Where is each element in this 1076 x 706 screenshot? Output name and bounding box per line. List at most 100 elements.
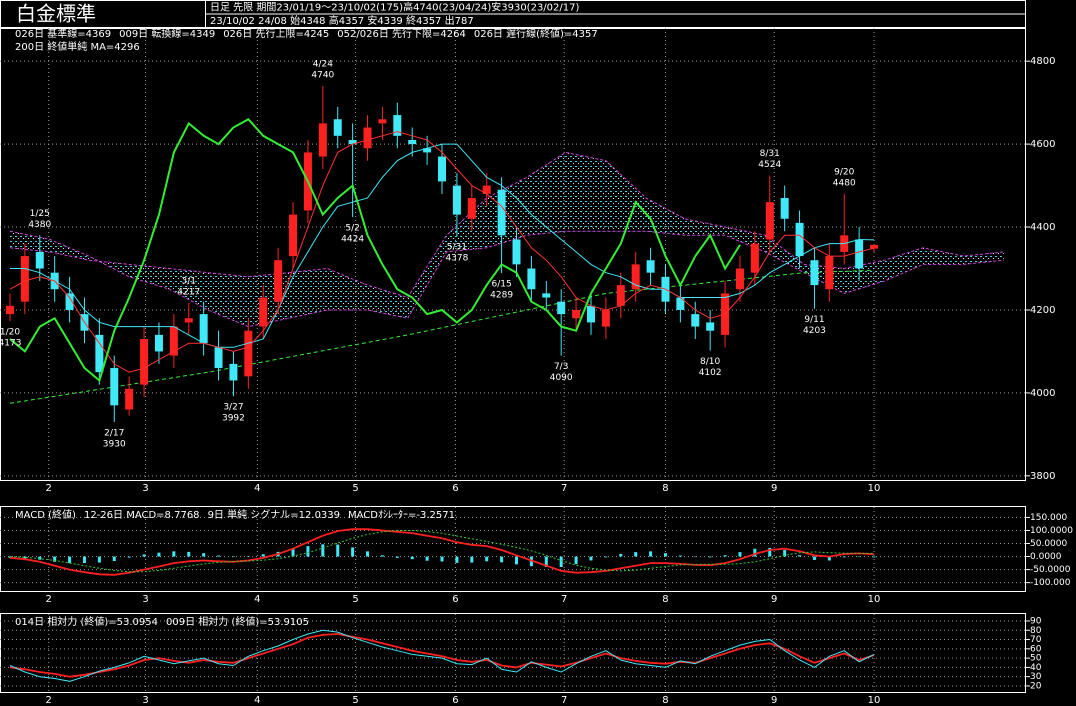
candle-body xyxy=(244,330,253,377)
histogram-bar xyxy=(693,556,697,558)
histogram-bar xyxy=(857,556,861,558)
annotation-value: 4524 xyxy=(758,160,781,170)
annotation-date: 3/27 xyxy=(223,403,243,413)
histogram-bar xyxy=(440,556,444,562)
y-tick-label: 30 xyxy=(1030,672,1042,682)
histogram-bar xyxy=(589,556,593,561)
candle-body xyxy=(765,202,774,240)
histogram-bar xyxy=(68,556,72,564)
annotation-date: 8/10 xyxy=(700,357,720,367)
candle-body xyxy=(110,368,119,406)
histogram-bar xyxy=(172,551,176,557)
candle-body xyxy=(452,185,461,215)
annotation-value: 4203 xyxy=(803,326,826,336)
cloud-fill xyxy=(10,152,1004,327)
x-tick-label: 3 xyxy=(142,483,148,494)
candle-body xyxy=(780,198,789,219)
histogram-bar xyxy=(515,556,519,565)
x-tick-label: 6 xyxy=(452,483,458,494)
candle-body xyxy=(408,139,417,145)
candle-body xyxy=(199,314,208,344)
histogram-bar xyxy=(872,556,876,558)
legend-entry: 009日 相対力 (終値)=53.9105 xyxy=(166,615,309,628)
candle-body xyxy=(154,334,163,352)
x-tick-label: 2 xyxy=(46,594,52,605)
candle-body xyxy=(438,156,447,182)
legend-entry: MACD (終値) xyxy=(15,508,76,521)
candle-body xyxy=(348,139,357,145)
annotation-value: 3930 xyxy=(103,439,126,449)
candle-body xyxy=(810,260,819,286)
cloud-span-a xyxy=(9,151,1004,299)
candle-body xyxy=(631,264,640,290)
histogram-bar xyxy=(663,553,667,557)
annotation-date: 1/25 xyxy=(30,209,50,219)
candle-body xyxy=(20,256,29,302)
x-tick-label: 6 xyxy=(452,695,458,706)
x-tick-label: 8 xyxy=(662,594,668,605)
annotation-value: 4380 xyxy=(28,220,51,230)
series-line xyxy=(9,528,875,576)
histogram-bar xyxy=(142,554,146,557)
y-tick-label: 4800 xyxy=(1030,56,1055,67)
candle-body xyxy=(482,185,491,194)
macd-panel xyxy=(0,506,1026,592)
annotation-value: 3992 xyxy=(222,414,245,424)
annotation-date: 9/20 xyxy=(834,167,854,177)
candle-body xyxy=(601,309,610,327)
annotation-date: 5/31 xyxy=(447,243,467,253)
x-tick-label: 10 xyxy=(868,594,881,605)
annotation-value: 4740 xyxy=(311,71,334,81)
x-tick-label: 4 xyxy=(254,594,260,605)
candle-body xyxy=(378,119,387,124)
histogram-bar xyxy=(455,556,459,563)
x-tick-label: 4 xyxy=(254,695,260,706)
legend-entry: 052/026日 先行下限=4264 xyxy=(337,27,466,40)
legend-entry: 026日 先行上限=4245 xyxy=(223,27,329,40)
histogram-bar xyxy=(336,544,340,557)
x-tick-label: 8 xyxy=(662,695,668,706)
candle-body xyxy=(95,334,104,373)
legend-entry: 9日 単純 シグナル=12.0339 xyxy=(208,508,340,521)
y-tick-label: -50.0000 xyxy=(1030,565,1071,575)
histogram-bar xyxy=(321,544,325,557)
candle-body xyxy=(512,239,521,265)
y-tick-label: 150.000 xyxy=(1030,513,1067,523)
legend-entry: 200日 終値単純 MA=4296 xyxy=(15,40,140,53)
x-tick-label: 8 xyxy=(662,483,668,494)
candle-body xyxy=(616,285,625,306)
instrument-title: 白金標準 xyxy=(16,2,96,26)
histogram-bar xyxy=(246,556,250,557)
x-tick-label: 9 xyxy=(771,594,777,605)
histogram-bar xyxy=(380,555,384,557)
histogram-bar xyxy=(619,553,623,557)
y-tick-label: 50 xyxy=(1030,654,1042,664)
info-line: 23/10/02 24/08 始4348 高4357 安4339 終4357 出… xyxy=(210,14,474,27)
histogram-bar xyxy=(842,556,846,558)
main-panel xyxy=(0,28,1026,481)
histogram-bar xyxy=(8,556,12,558)
y-tick-label: -100.000 xyxy=(1030,578,1071,588)
cloud-span-b xyxy=(9,230,1004,328)
candle-body xyxy=(572,309,581,319)
x-tick-label: 10 xyxy=(868,695,881,706)
candle-body xyxy=(467,198,476,219)
x-tick-label: 10 xyxy=(868,483,881,494)
series-line xyxy=(9,629,875,682)
histogram-bar xyxy=(366,551,370,557)
indicator-line xyxy=(9,131,875,373)
annotation-value: 4102 xyxy=(699,368,722,378)
x-tick-label: 5 xyxy=(352,594,358,605)
histogram-bar xyxy=(395,556,399,558)
annotation-value: 4378 xyxy=(445,254,468,264)
candle-body xyxy=(646,260,655,273)
annotation-date: 2/17 xyxy=(104,428,124,438)
annotation-value: 4424 xyxy=(341,235,364,245)
x-tick-label: 9 xyxy=(771,695,777,706)
candle-body xyxy=(497,189,506,236)
y-tick-label: 50.0000 xyxy=(1030,539,1067,549)
y-tick-label: 4200 xyxy=(1030,305,1055,316)
x-tick-label: 7 xyxy=(561,483,567,494)
moving-average xyxy=(9,269,875,404)
x-tick-label: 7 xyxy=(561,594,567,605)
